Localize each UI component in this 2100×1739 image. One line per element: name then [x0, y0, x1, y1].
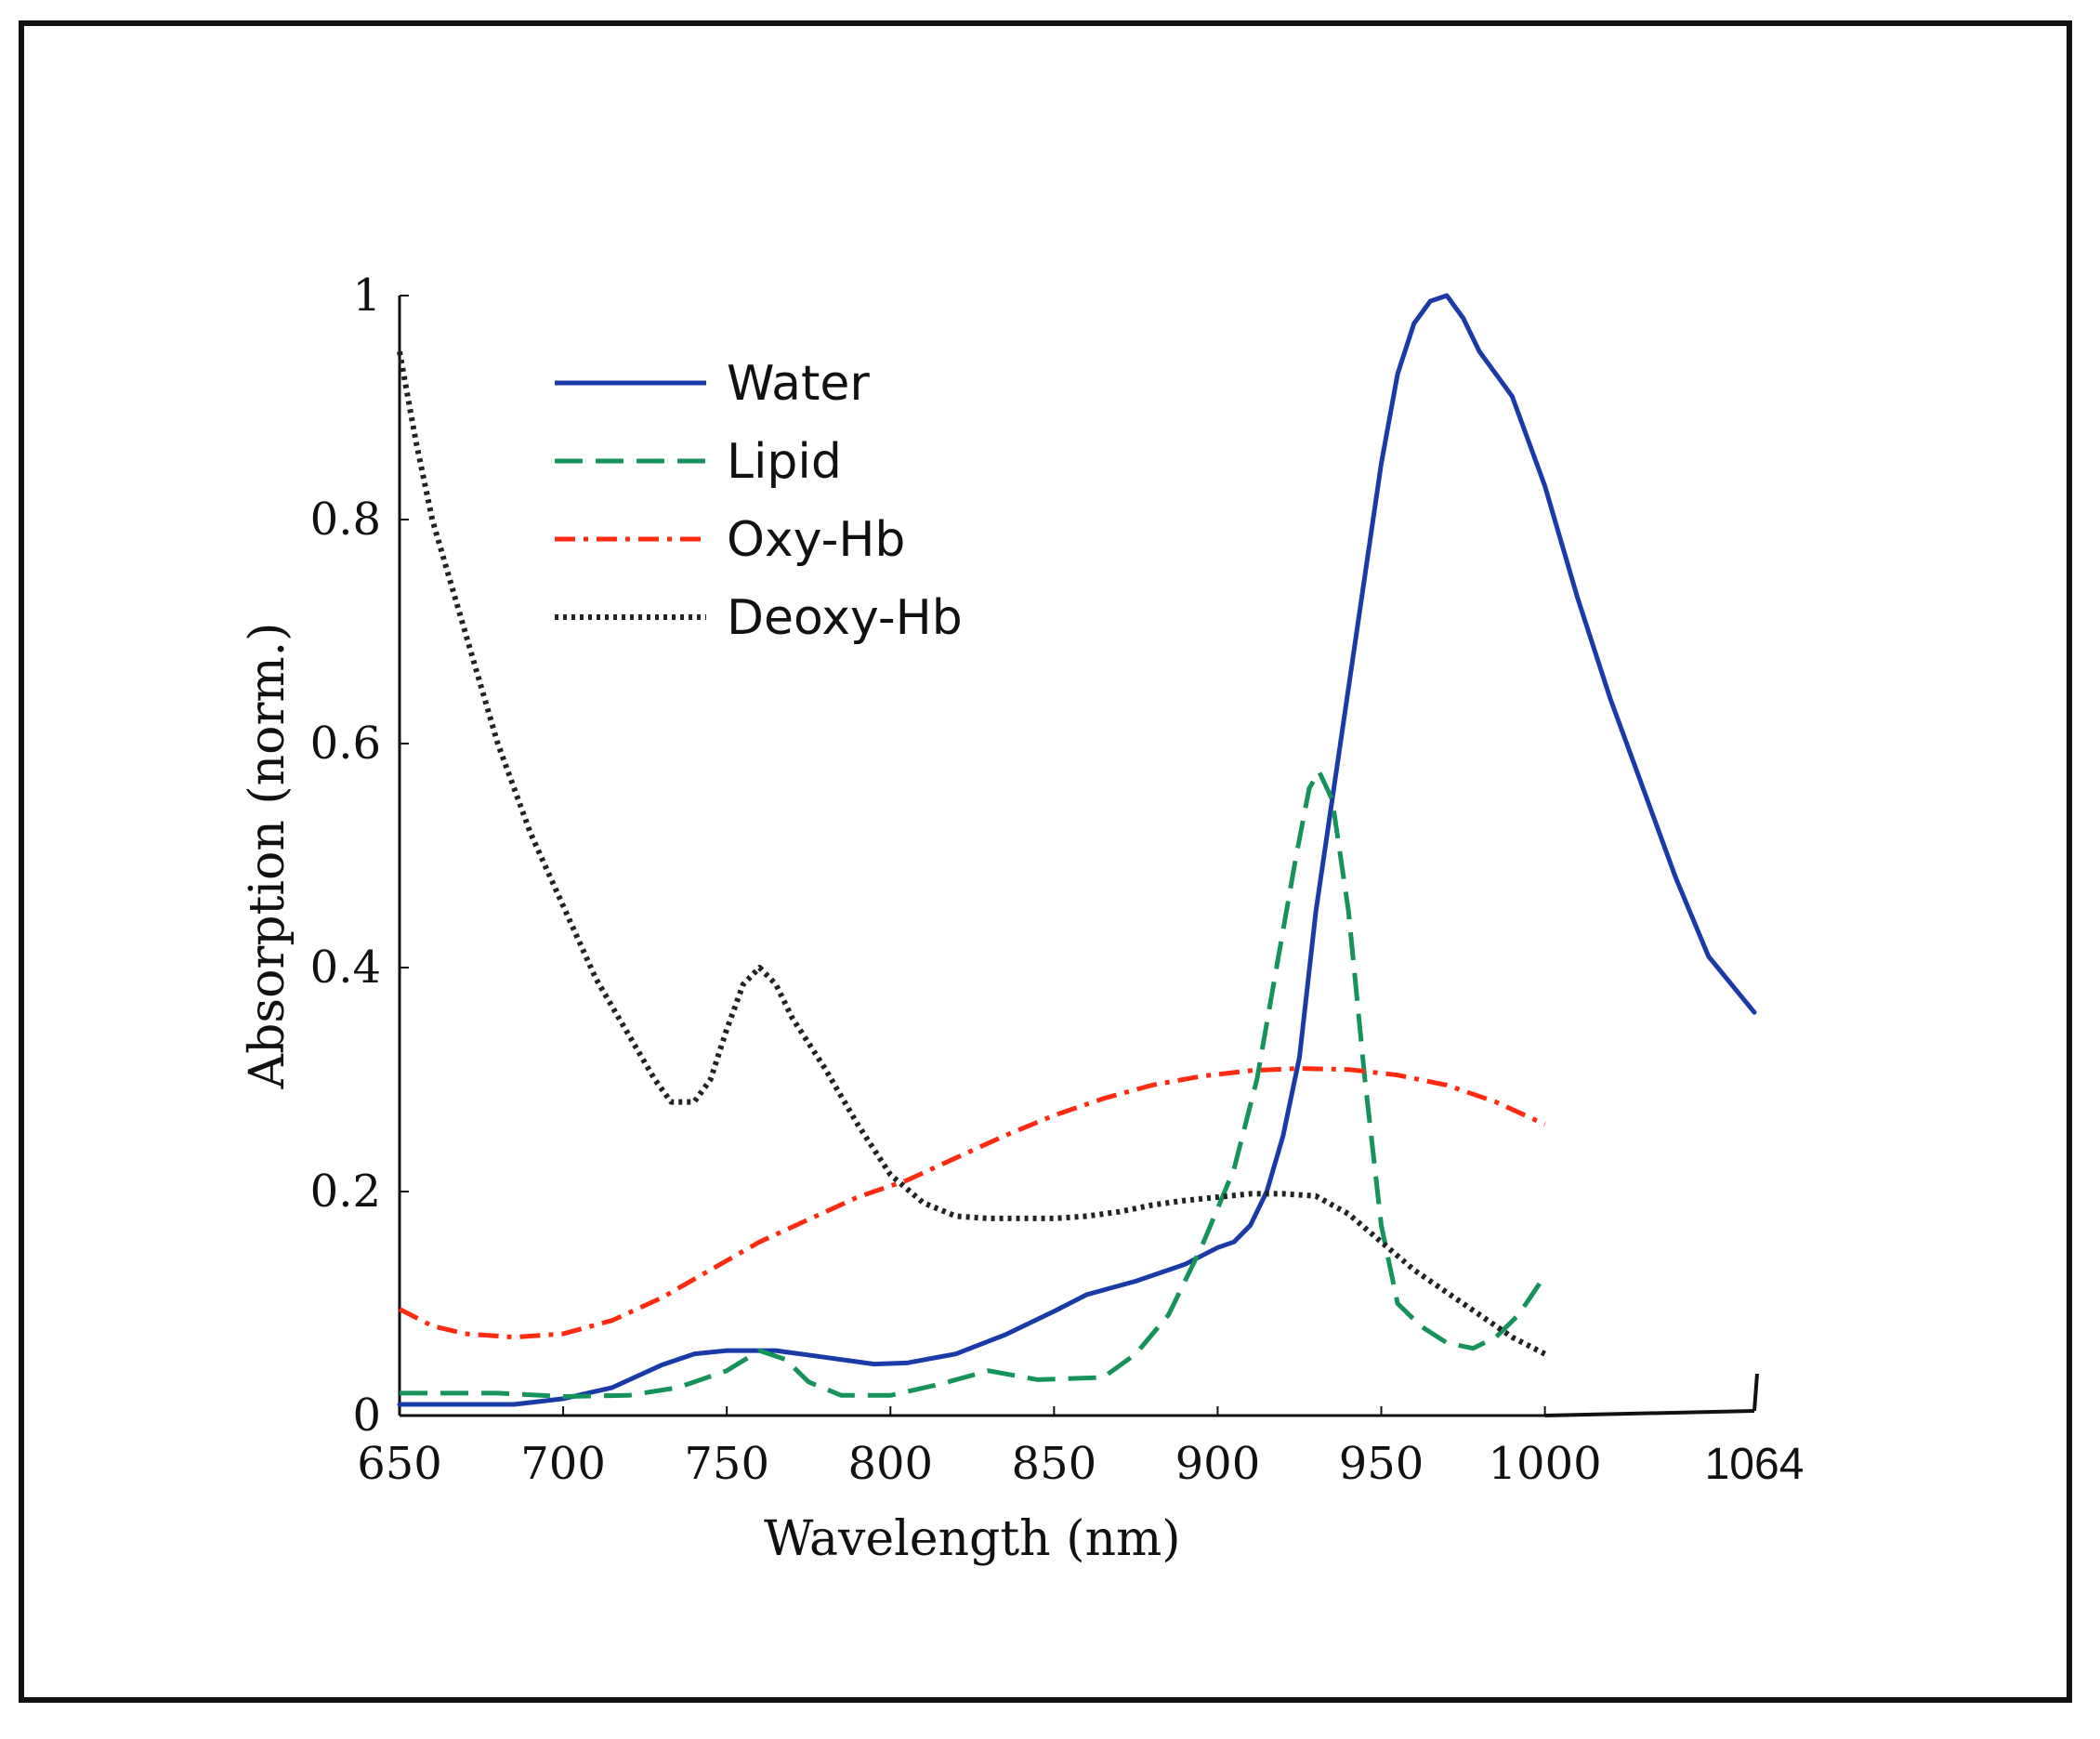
y-tick-label: 1	[352, 270, 381, 322]
legend: Water Lipid Oxy-Hb Deoxy-Hb	[555, 356, 963, 646]
y-tick-label: 0.2	[310, 1166, 381, 1218]
x-tick-label: 800	[847, 1438, 933, 1490]
y-tick-label: 0.8	[310, 494, 381, 546]
series-layer	[397, 293, 1757, 1407]
series-line-oxy-hb	[398, 1066, 1546, 1340]
legend-label: Water	[727, 356, 870, 412]
series-line-water	[397, 293, 1757, 1407]
legend-label: Lipid	[727, 434, 842, 490]
x-tick-label: 1064	[1705, 1440, 1805, 1489]
x-tick-label: 650	[357, 1438, 442, 1490]
legend-label: Deoxy-Hb	[727, 590, 963, 646]
x-axis-extension-line	[1544, 1409, 1755, 1417]
legend-label: Oxy-Hb	[727, 512, 905, 568]
x-tick-label: 1000	[1489, 1438, 1602, 1490]
series-line-deoxy-hb	[397, 350, 1546, 1357]
series-line-lipid	[400, 769, 1547, 1399]
figure-frame	[19, 20, 2072, 1703]
x-tick-label: 950	[1339, 1438, 1424, 1490]
x-tick-label: 700	[520, 1438, 606, 1490]
axes: 0 0.2 0.4 0.6 0.8 1 650 700 750 800 850 900 950 1000 1…	[310, 270, 1805, 1490]
x-tick-label: 850	[1012, 1438, 1097, 1490]
y-tick-label: 0.6	[310, 718, 381, 770]
x-tick-label: 900	[1175, 1438, 1261, 1490]
x-axis-end-tick	[1752, 1373, 1759, 1412]
y-tick-label: 0.4	[310, 942, 381, 994]
y-axis-title: Absorption (norm.)	[240, 623, 295, 1090]
x-tick-label: 750	[684, 1438, 769, 1490]
x-axis-title: Wavelength (nm)	[764, 1511, 1181, 1567]
y-tick-label: 0	[352, 1390, 381, 1442]
